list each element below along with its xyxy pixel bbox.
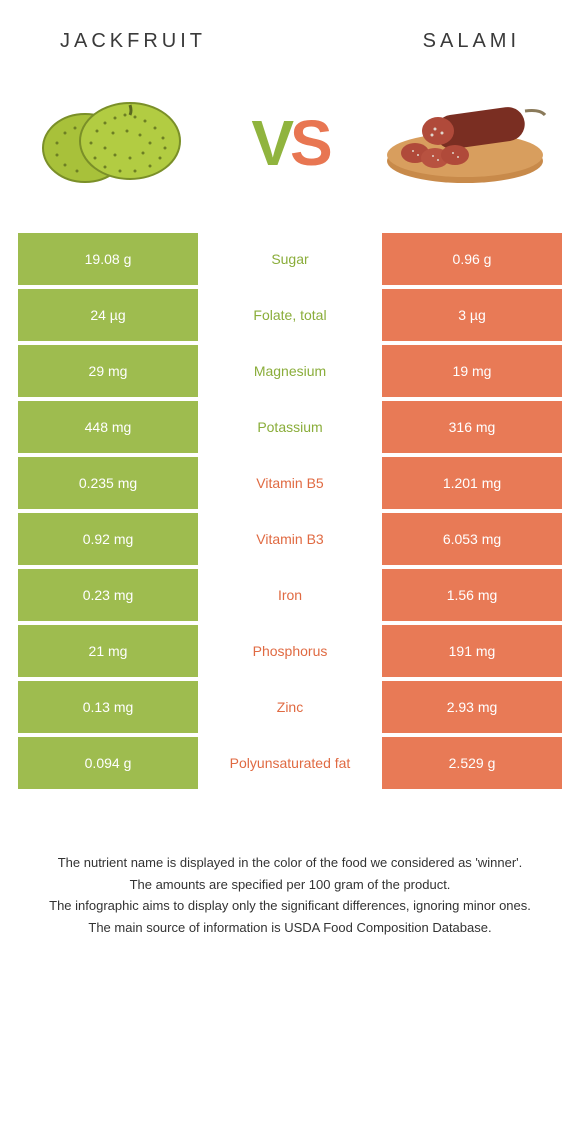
value-left: 24 µg <box>18 289 198 341</box>
table-row: 19.08 gSugar0.96 g <box>18 233 562 285</box>
food-right-title: Salami <box>423 30 520 53</box>
table-row: 0.094 gPolyunsaturated fat2.529 g <box>18 737 562 789</box>
vs-s: S <box>290 107 329 179</box>
table-row: 21 mgPhosphorus191 mg <box>18 625 562 677</box>
value-left: 19.08 g <box>18 233 198 285</box>
food-left-title: Jackfruit <box>60 30 206 53</box>
header-row: Jackfruit Salami <box>0 0 580 73</box>
value-right: 2.529 g <box>382 737 562 789</box>
value-left: 21 mg <box>18 625 198 677</box>
nutrient-name: Phosphorus <box>198 625 382 677</box>
vs-label: VS <box>251 106 328 180</box>
footnote-line: The amounts are specified per 100 gram o… <box>30 875 550 895</box>
nutrient-name: Vitamin B3 <box>198 513 382 565</box>
nutrient-name: Iron <box>198 569 382 621</box>
footnote-line: The main source of information is USDA F… <box>30 918 550 938</box>
nutrient-name: Vitamin B5 <box>198 457 382 509</box>
table-row: 0.235 mgVitamin B51.201 mg <box>18 457 562 509</box>
value-right: 191 mg <box>382 625 562 677</box>
value-right: 19 mg <box>382 345 562 397</box>
salami-image <box>380 88 550 198</box>
table-row: 0.13 mgZinc2.93 mg <box>18 681 562 733</box>
table-row: 24 µgFolate, total3 µg <box>18 289 562 341</box>
nutrient-name: Folate, total <box>198 289 382 341</box>
value-left: 0.23 mg <box>18 569 198 621</box>
value-left: 0.235 mg <box>18 457 198 509</box>
footnote-line: The infographic aims to display only the… <box>30 896 550 916</box>
value-right: 1.56 mg <box>382 569 562 621</box>
footnote: The nutrient name is displayed in the co… <box>0 793 580 959</box>
nutrient-name: Polyunsaturated fat <box>198 737 382 789</box>
value-right: 6.053 mg <box>382 513 562 565</box>
table-row: 0.92 mgVitamin B36.053 mg <box>18 513 562 565</box>
value-left: 29 mg <box>18 345 198 397</box>
nutrient-name: Zinc <box>198 681 382 733</box>
value-right: 1.201 mg <box>382 457 562 509</box>
value-left: 448 mg <box>18 401 198 453</box>
table-row: 0.23 mgIron1.56 mg <box>18 569 562 621</box>
value-right: 316 mg <box>382 401 562 453</box>
value-left: 0.094 g <box>18 737 198 789</box>
nutrient-name: Magnesium <box>198 345 382 397</box>
table-row: 448 mgPotassium316 mg <box>18 401 562 453</box>
value-right: 3 µg <box>382 289 562 341</box>
vs-v: V <box>251 107 290 179</box>
value-right: 2.93 mg <box>382 681 562 733</box>
nutrient-name: Sugar <box>198 233 382 285</box>
table-row: 29 mgMagnesium19 mg <box>18 345 562 397</box>
value-left: 0.13 mg <box>18 681 198 733</box>
nutrient-table: 19.08 gSugar0.96 g24 µgFolate, total3 µg… <box>0 233 580 789</box>
value-left: 0.92 mg <box>18 513 198 565</box>
jackfruit-image <box>30 88 200 198</box>
nutrient-name: Potassium <box>198 401 382 453</box>
value-right: 0.96 g <box>382 233 562 285</box>
vs-row: VS <box>0 73 580 233</box>
footnote-line: The nutrient name is displayed in the co… <box>30 853 550 873</box>
